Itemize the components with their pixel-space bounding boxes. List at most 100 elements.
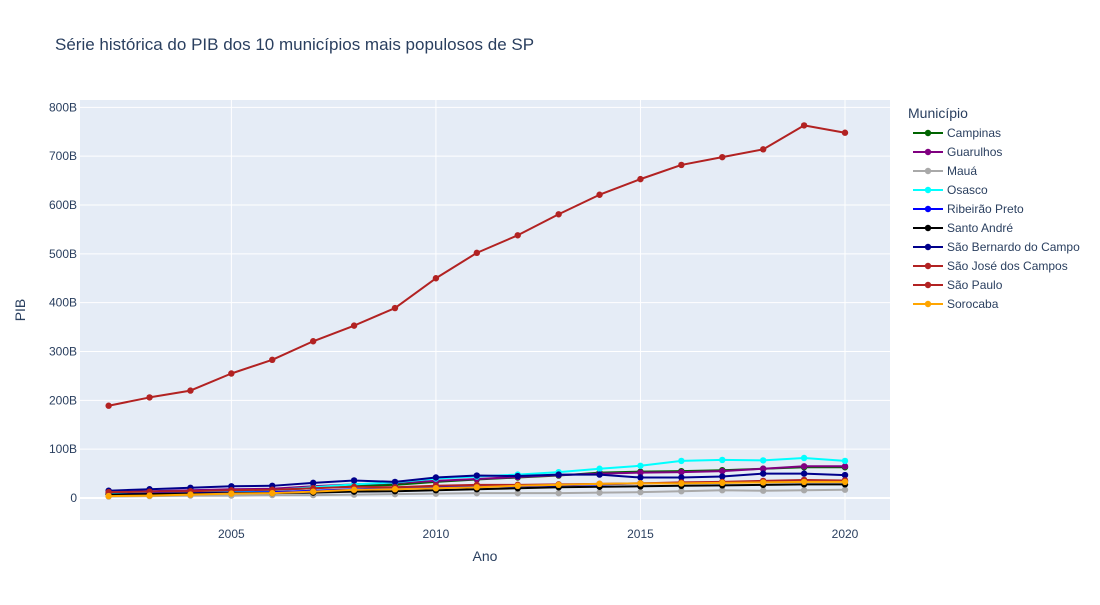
data-point[interactable] <box>800 487 808 494</box>
data-point[interactable] <box>269 356 276 364</box>
data-point[interactable] <box>678 457 685 465</box>
data-point[interactable] <box>596 471 603 478</box>
data-point[interactable] <box>432 485 440 492</box>
data-point[interactable] <box>759 457 767 464</box>
legend-label: Ribeirão Preto <box>947 202 1024 216</box>
data-point[interactable] <box>841 129 849 136</box>
data-point[interactable] <box>514 472 521 480</box>
data-point[interactable] <box>637 175 644 183</box>
data-point[interactable] <box>719 487 726 494</box>
data-point[interactable] <box>473 472 481 479</box>
data-point[interactable] <box>678 480 685 487</box>
series-layer <box>105 122 849 500</box>
data-point[interactable] <box>514 232 521 239</box>
legend-item[interactable]: Campinas <box>913 126 1001 140</box>
data-point[interactable] <box>800 463 808 470</box>
legend-item[interactable]: Guarulhos <box>913 145 1002 159</box>
data-point[interactable] <box>759 146 767 153</box>
data-point[interactable] <box>596 480 603 488</box>
legend-label: Sorocaba <box>947 297 999 311</box>
data-point[interactable] <box>596 191 603 198</box>
data-point[interactable] <box>473 249 481 257</box>
data-point[interactable] <box>432 275 440 282</box>
series-Sorocaba[interactable] <box>105 478 849 500</box>
data-point[interactable] <box>637 480 644 487</box>
legend-item[interactable]: Osasco <box>913 183 988 197</box>
data-point[interactable] <box>800 478 808 486</box>
data-point[interactable] <box>555 471 562 478</box>
data-point[interactable] <box>350 486 358 493</box>
data-point[interactable] <box>105 402 112 409</box>
series-São Paulo[interactable] <box>105 122 849 409</box>
data-point[interactable] <box>269 489 276 497</box>
legend-item[interactable]: São José dos Campos <box>913 259 1068 273</box>
data-point[interactable] <box>146 492 153 499</box>
data-point[interactable] <box>309 338 317 345</box>
data-point[interactable] <box>187 387 194 394</box>
data-point[interactable] <box>514 489 521 497</box>
data-point[interactable] <box>719 153 726 161</box>
legend-item[interactable]: Mauá <box>913 164 977 178</box>
legend-label: Osasco <box>947 183 988 197</box>
data-point[interactable] <box>800 122 808 129</box>
data-point[interactable] <box>350 477 358 484</box>
data-point[interactable] <box>678 468 685 476</box>
data-point[interactable] <box>719 456 726 464</box>
data-point[interactable] <box>800 454 808 462</box>
data-point[interactable] <box>105 492 112 500</box>
data-point[interactable] <box>228 370 235 377</box>
legend-item[interactable]: Sorocaba <box>913 297 999 311</box>
data-point[interactable] <box>678 474 685 481</box>
data-point[interactable] <box>841 463 849 470</box>
data-point[interactable] <box>759 479 767 486</box>
data-point[interactable] <box>596 465 603 472</box>
data-point[interactable] <box>719 479 726 487</box>
legend-swatch-marker <box>924 224 932 232</box>
data-point[interactable] <box>841 457 849 465</box>
data-point[interactable] <box>146 394 153 401</box>
legend-item[interactable]: São Paulo <box>913 278 1003 292</box>
data-point[interactable] <box>555 481 562 489</box>
data-point[interactable] <box>637 474 644 481</box>
data-point[interactable] <box>391 304 399 312</box>
data-point[interactable] <box>555 489 562 497</box>
data-point[interactable] <box>391 478 399 486</box>
data-point[interactable] <box>391 486 399 493</box>
legend-item[interactable]: São Bernardo do Campo <box>913 240 1080 254</box>
data-point[interactable] <box>841 478 849 486</box>
y-tick-label: 600B <box>49 198 77 212</box>
data-point[interactable] <box>678 487 685 495</box>
legend[interactable]: Município Campinas Guarulhos Mauá Osasco Rib… <box>908 105 1080 311</box>
data-point[interactable] <box>841 486 849 493</box>
data-point[interactable] <box>719 467 726 475</box>
data-point[interactable] <box>841 471 849 479</box>
data-point[interactable] <box>555 211 562 218</box>
data-point[interactable] <box>637 469 644 476</box>
data-point[interactable] <box>637 488 644 496</box>
legend-label: Mauá <box>947 164 977 178</box>
data-point[interactable] <box>759 465 767 472</box>
data-point[interactable] <box>637 462 644 469</box>
data-point[interactable] <box>800 470 808 477</box>
data-point[interactable] <box>678 161 685 169</box>
data-point[interactable] <box>759 470 767 477</box>
legend-item[interactable]: Ribeirão Preto <box>913 202 1024 216</box>
data-point[interactable] <box>228 490 235 497</box>
legend-item[interactable]: Santo André <box>913 221 1013 235</box>
plot-area[interactable] <box>80 100 890 520</box>
legend-label: Campinas <box>947 126 1001 140</box>
data-point[interactable] <box>719 473 726 480</box>
data-point[interactable] <box>187 491 194 498</box>
data-point[interactable] <box>596 489 603 496</box>
y-tick-label: 400B <box>49 296 77 310</box>
data-point[interactable] <box>309 479 317 487</box>
data-point[interactable] <box>514 482 521 490</box>
data-point[interactable] <box>759 487 767 494</box>
data-point[interactable] <box>432 474 440 481</box>
legend-swatch-marker <box>924 129 932 137</box>
data-point[interactable] <box>473 484 481 491</box>
data-point[interactable] <box>309 488 317 495</box>
data-point[interactable] <box>350 322 358 329</box>
